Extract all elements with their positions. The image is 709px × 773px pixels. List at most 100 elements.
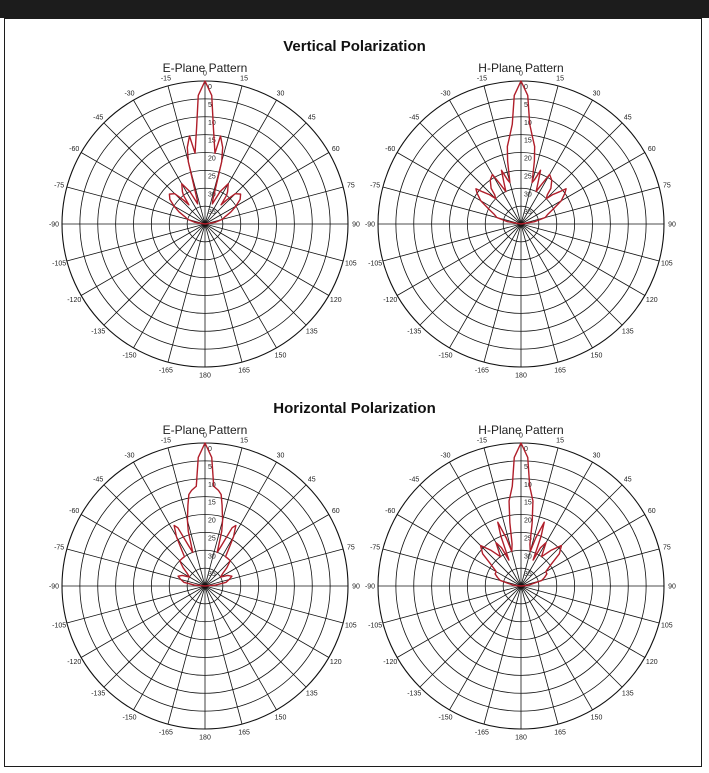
angle-tick-label: 165 [554, 367, 566, 374]
grid-spoke [204, 223, 243, 363]
angle-tick-label: 60 [648, 146, 656, 153]
angle-tick-label: -165 [475, 367, 489, 374]
grid-spoke [133, 461, 206, 587]
grid-spoke [419, 223, 522, 326]
angle-tick-label: 180 [199, 373, 211, 380]
angle-tick-label: -120 [67, 297, 81, 304]
grid-spoke [419, 585, 522, 688]
angle-tick-label: -120 [383, 659, 397, 666]
angle-tick-label: -15 [161, 438, 171, 445]
grid-spoke [520, 585, 623, 688]
angle-tick-label: 45 [624, 115, 632, 122]
angle-tick-label: 105 [661, 261, 673, 268]
radial-tick-label: 20 [208, 518, 216, 525]
radial-tick-label: 20 [524, 518, 532, 525]
angle-tick-label: -105 [52, 261, 66, 268]
angle-tick-label: 15 [556, 438, 564, 445]
grid-spoke [204, 514, 330, 587]
grid-spoke [66, 186, 206, 225]
angle-tick-label: -60 [69, 146, 79, 153]
radial-tick-label: 15 [524, 500, 532, 507]
grid-spoke [133, 223, 206, 349]
angle-tick-label: 60 [648, 508, 656, 515]
grid-spoke [520, 585, 646, 658]
angle-tick-label: 0 [519, 433, 523, 440]
page-frame [4, 18, 702, 767]
grid-spoke [520, 514, 646, 587]
radial-tick-label: 20 [208, 156, 216, 163]
pattern-curve [475, 80, 567, 225]
angle-tick-label: -45 [93, 115, 103, 122]
angle-tick-label: -135 [91, 328, 105, 335]
radial-tick-label: 25 [524, 173, 532, 180]
grid-spoke [483, 585, 522, 725]
radial-tick-label: 15 [208, 138, 216, 145]
angle-tick-label: -75 [370, 182, 380, 189]
grid-spoke [396, 223, 522, 296]
grid-spoke [382, 548, 522, 587]
grid-spoke [520, 223, 559, 363]
angle-tick-label: 135 [622, 690, 634, 697]
grid-spoke [419, 484, 522, 587]
angle-tick-label: -165 [159, 729, 173, 736]
angle-tick-label: -150 [122, 352, 136, 359]
angle-tick-label: -60 [385, 146, 395, 153]
grid-spoke [520, 223, 646, 296]
angle-tick-label: 150 [591, 352, 603, 359]
grid-spoke [483, 447, 522, 587]
grid-spoke [204, 484, 307, 587]
angle-tick-label: 120 [330, 659, 342, 666]
angle-tick-label: 15 [556, 76, 564, 83]
angle-tick-label: 30 [277, 453, 285, 460]
grid-spoke [167, 85, 206, 225]
grid-spoke [382, 223, 522, 262]
angle-tick-label: -30 [124, 91, 134, 98]
grid-spoke [520, 122, 623, 225]
polar-chart-4: 0153045607590105120135150165180-165-150-… [365, 423, 676, 742]
angle-tick-label: -135 [407, 328, 421, 335]
angle-tick-label: 30 [593, 453, 601, 460]
grid-spoke [167, 447, 206, 587]
angle-tick-label: -60 [385, 508, 395, 515]
angle-tick-label: 30 [277, 91, 285, 98]
radial-tick-label: 35 [208, 571, 216, 578]
chart-title: E-Plane Pattern [163, 423, 248, 437]
angle-tick-label: -45 [409, 477, 419, 484]
grid-spoke [449, 461, 522, 587]
grid-spoke [520, 484, 623, 587]
angle-tick-label: 0 [519, 71, 523, 78]
angle-tick-label: -105 [368, 261, 382, 268]
angle-tick-label: -15 [161, 76, 171, 83]
angle-tick-label: 120 [646, 297, 658, 304]
angle-tick-label: 45 [624, 477, 632, 484]
angle-tick-label: 90 [668, 222, 676, 229]
angle-tick-label: 105 [345, 261, 357, 268]
grid-spoke [520, 447, 559, 587]
angle-tick-label: 75 [347, 182, 355, 189]
angle-tick-label: -120 [67, 659, 81, 666]
grid-spoke [483, 85, 522, 225]
grid-spoke [80, 585, 206, 658]
angle-tick-label: 0 [203, 433, 207, 440]
grid-spoke [204, 122, 307, 225]
angle-tick-label: 180 [515, 373, 527, 380]
radial-tick-label: 0 [524, 84, 528, 91]
angle-tick-label: 30 [593, 91, 601, 98]
grid-spoke [204, 585, 344, 624]
radial-tick-label: 15 [208, 500, 216, 507]
angle-tick-label: -90 [49, 584, 59, 591]
grid-spoke [167, 585, 206, 725]
grid-spoke [133, 585, 206, 711]
angle-tick-label: 0 [203, 71, 207, 78]
radial-tick-label: 30 [524, 553, 532, 560]
radial-tick-label: 25 [208, 173, 216, 180]
angle-tick-label: 135 [306, 328, 318, 335]
angle-tick-label: 135 [622, 328, 634, 335]
radial-tick-label: 35 [524, 209, 532, 216]
angle-tick-label: 15 [240, 76, 248, 83]
top-bar [0, 0, 709, 18]
grid-spoke [396, 585, 522, 658]
angle-tick-label: -165 [159, 367, 173, 374]
angle-tick-label: 165 [238, 367, 250, 374]
angle-tick-label: -90 [49, 222, 59, 229]
